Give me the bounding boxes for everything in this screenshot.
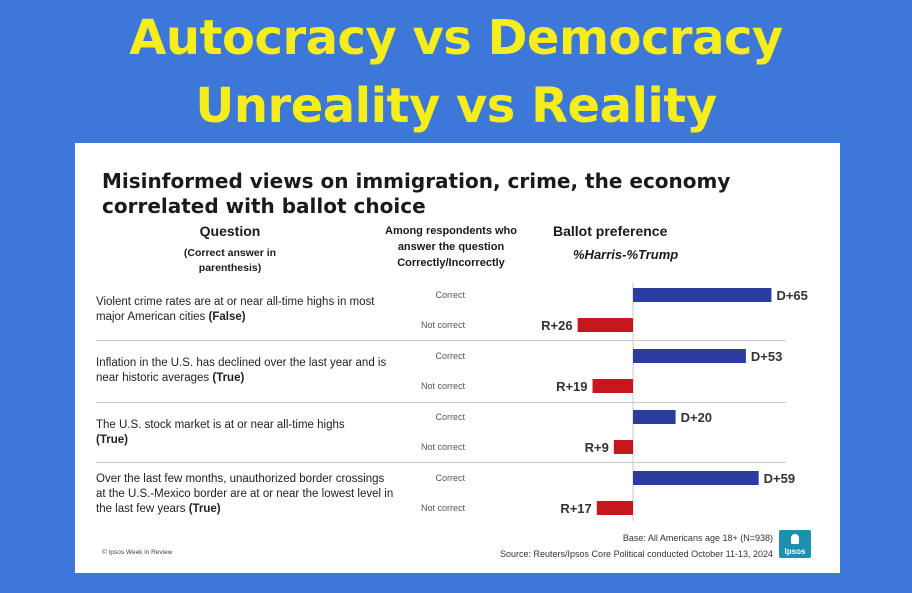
bar-chart: D+65 R+26 D+53 R+19 D+20 R+9 D+59 R+17 [541,283,808,521]
row-label-not-correct: Not correct [420,442,465,452]
data-label-8: R+17 [560,501,591,516]
row-separator [96,340,786,341]
question-4-answer: (True) [188,503,221,515]
row-label-correct: Correct [435,473,465,483]
question-4-text: Over the last few months, unauthorized b… [96,473,394,515]
question-column-header: Question [199,223,261,239]
banner-title-line-1: Autocracy vs Democracy [129,10,783,66]
ipsos-logo-mark [791,534,799,544]
respondents-column-header: Among respondents who answer the questio… [385,225,517,269]
data-label-4: R+19 [556,379,587,394]
question-3: The U.S. stock market is at or near all-… [96,418,396,448]
chart-card: Misinformed views on immigration, crime,… [75,143,840,573]
base-note: Base: All Americans age 18+ (N=938) [622,533,773,543]
question-3-answer: (True) [96,434,128,446]
row-label-correct: Correct [435,351,465,361]
source-note: Source: Reuters/Ipsos Core Political con… [500,549,773,559]
question-2-answer: (True) [212,372,245,384]
bar-trump-2 [577,318,633,332]
bar-harris-5 [633,410,676,424]
data-label-7: D+59 [764,471,795,486]
data-label-6: R+9 [585,440,609,455]
question-1: Violent crime rates are at or near all-t… [96,295,396,325]
copyright-note: © Ipsos Week in Review [102,549,173,556]
bar-harris-1 [633,288,772,302]
data-label-3: D+53 [751,349,782,364]
question-2: Inflation in the U.S. has declined over … [96,356,396,386]
row-label-correct: Correct [435,290,465,300]
row-label-not-correct: Not correct [420,320,465,330]
ipsos-logo: Ipsos [779,530,811,558]
bar-trump-4 [592,379,633,393]
row-separator [96,462,786,463]
bar-harris-3 [633,349,746,363]
data-label-1: D+65 [776,288,807,303]
banner-title-line-2: Unreality vs Reality [195,78,717,134]
ipsos-logo-text: Ipsos [784,547,806,556]
question-4: Over the last few months, unauthorized b… [96,472,396,517]
chart-title: Misinformed views on immigration, crime,… [102,169,731,218]
ballot-column-header: Ballot preference [553,223,668,239]
row-label-not-correct: Not correct [420,503,465,513]
row-label-correct: Correct [435,412,465,422]
data-label-2: R+26 [541,318,572,333]
ballot-column-subheader: %Harris-%Trump [573,247,679,262]
bar-trump-8 [596,501,633,515]
bar-trump-6 [613,440,633,454]
row-label-not-correct: Not correct [420,381,465,391]
bar-harris-7 [633,471,759,485]
question-1-text: Violent crime rates are at or near all-t… [96,296,375,323]
row-separator [96,402,786,403]
data-label-5: D+20 [681,410,712,425]
question-column-subheader: (Correct answer in parenthesis) [183,247,277,274]
question-3-text: The U.S. stock market is at or near all-… [96,419,345,431]
question-1-answer: (False) [208,311,246,323]
question-2-text: Inflation in the U.S. has declined over … [96,357,387,384]
